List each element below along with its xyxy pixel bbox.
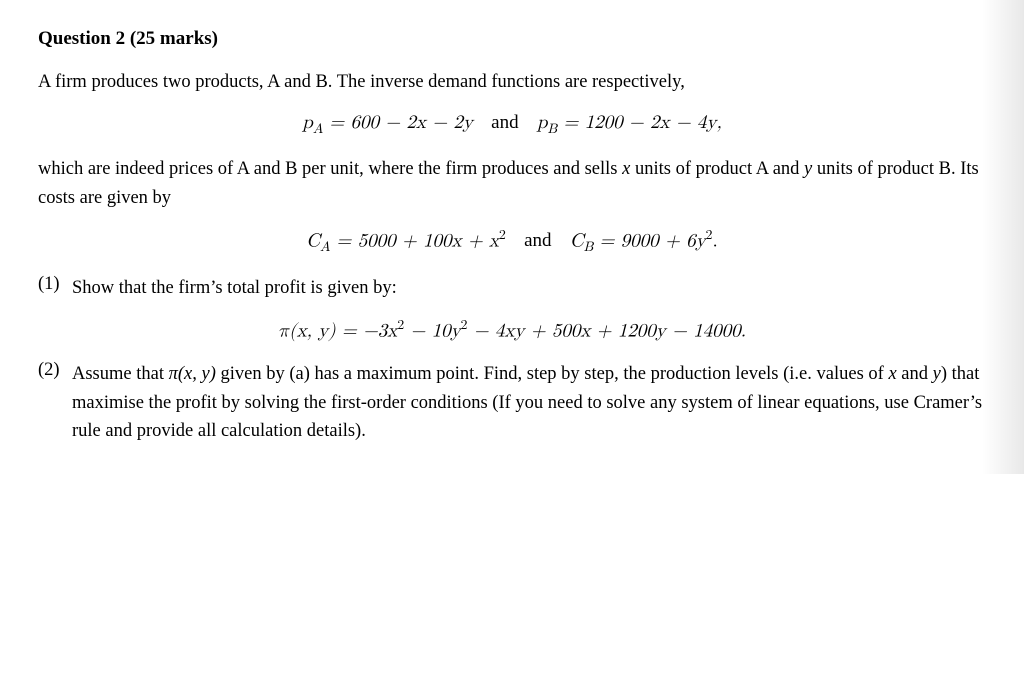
- question-page: Question 2 (25 marks) A firm produces tw…: [0, 0, 1024, 474]
- part2-y: y: [933, 364, 941, 384]
- pi-symbol-2: π: [169, 364, 178, 384]
- part2-pre: Assume that: [72, 364, 169, 384]
- part-2: (2) Assume that π(x, y) given by (a) has…: [38, 360, 986, 446]
- part-2-number: (2): [38, 360, 72, 446]
- profit-tail: − 4xy + 500x + 1200y − 14000.: [467, 321, 746, 340]
- part-2-body: Assume that π(x, y) given by (a) has a m…: [72, 360, 986, 446]
- question-marks-text: (25 marks): [130, 28, 218, 49]
- intro-paragraph: A firm produces two products, A and B. T…: [38, 68, 986, 97]
- CB-rhs-a: = 9000 + 6y: [593, 231, 705, 250]
- pA-rhs: = 600 − 2x − 2y: [323, 113, 473, 132]
- paragraph-2: which are indeed prices of A and B per u…: [38, 155, 986, 212]
- CA-symbol: C: [306, 231, 320, 250]
- page-curl-shadow: [982, 0, 1024, 474]
- part2-mid1: given by (a) has a maximum point. Find, …: [216, 364, 889, 384]
- para2-pre: which are indeed prices of A and B per u…: [38, 159, 622, 179]
- CB-symbol: C: [570, 231, 584, 250]
- part-1-body: Show that the firm’s total profit is giv…: [72, 274, 986, 303]
- profit-args: (x, y) = −3x: [289, 321, 397, 340]
- pi-symbol-1: π: [278, 321, 289, 340]
- part2-x: x: [888, 364, 896, 384]
- profit-mid1: − 10y: [404, 321, 460, 340]
- part2-and: and: [897, 364, 933, 384]
- CA-subscript: A: [320, 240, 330, 254]
- part-1-number: (1): [38, 274, 72, 303]
- cost-equation: CA = 5000 + 100x + x2 and CB = 9000 + 6y…: [38, 227, 986, 256]
- and-word-2: and: [524, 230, 551, 251]
- demand-equation: pA = 600 − 2x − 2y and pB = 1200 − 2x − …: [38, 111, 986, 138]
- part-1: (1) Show that the firm’s total profit is…: [38, 274, 986, 303]
- CB-tail: .: [712, 231, 717, 250]
- pA-subscript: A: [313, 121, 323, 135]
- question-heading: Question 2 (25 marks): [38, 28, 986, 50]
- part2-args: (x, y): [178, 364, 216, 384]
- pA-symbol: p: [302, 113, 313, 132]
- pB-subscript: B: [548, 121, 558, 135]
- profit-equation: π(x, y) = −3x2 − 10y2 − 4xy + 500x + 120…: [38, 317, 986, 342]
- question-title: Question 2: [38, 28, 125, 49]
- para2-mid: units of product A and: [630, 159, 804, 179]
- CA-rhs-a: = 5000 + 100x + x: [330, 231, 499, 250]
- pB-symbol: p: [537, 113, 548, 132]
- pB-rhs: = 1200 − 2x − 4y,: [557, 113, 722, 132]
- and-word-1: and: [491, 112, 518, 133]
- CA-sup: 2: [499, 228, 506, 242]
- CB-subscript: B: [584, 240, 594, 254]
